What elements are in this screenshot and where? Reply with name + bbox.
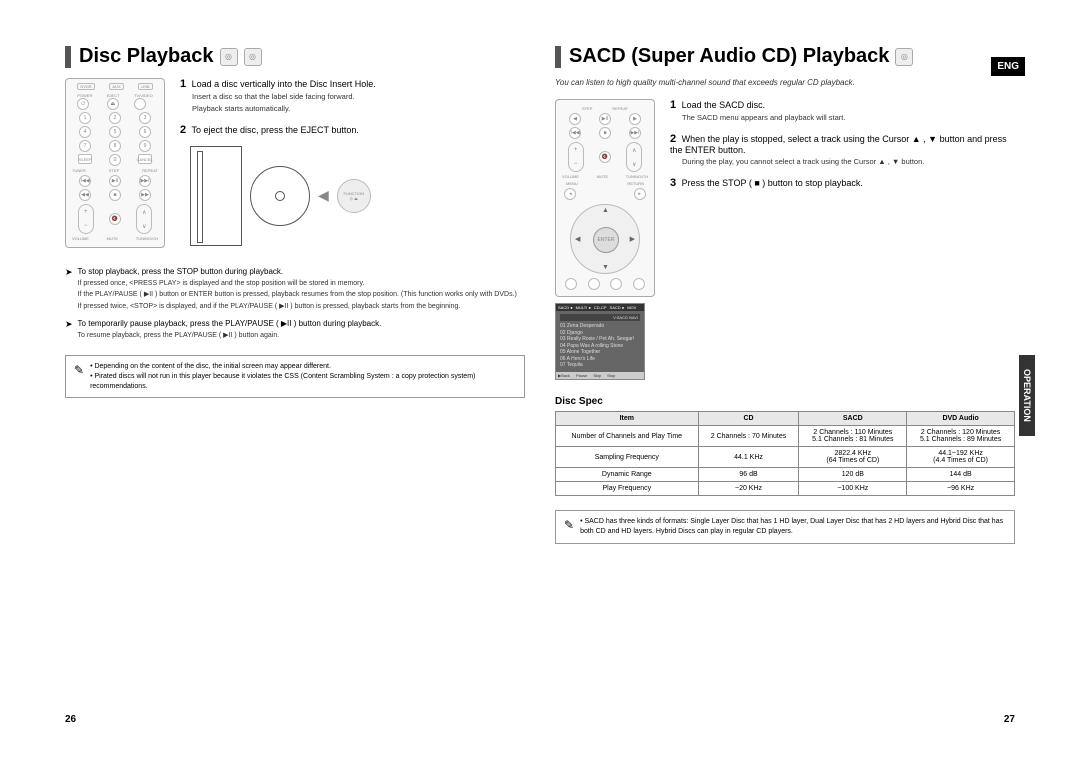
table-row: Dynamic Range96 dB120 dB144 dB xyxy=(556,468,1015,482)
spec-col-header: DVD Audio xyxy=(907,412,1015,426)
spec-col-header: Item xyxy=(556,412,699,426)
remote-label: DVDR xyxy=(77,83,94,90)
mute-button-icon: 🔇 xyxy=(599,151,611,163)
step-text: Load the SACD disc. xyxy=(682,100,766,110)
title-row-right: SACD (Super Audio CD) Playback ◎ xyxy=(555,45,1015,68)
step-sub: During the play, you cannot select a tra… xyxy=(682,157,1015,167)
mute-button-icon: 🔇 xyxy=(109,213,121,225)
step-sub: Playback starts automatically. xyxy=(192,104,525,114)
spec-cell: 96 dB xyxy=(698,468,799,482)
spec-col-header: SACD xyxy=(799,412,907,426)
step-number: 1 xyxy=(670,99,676,111)
step-number: 1 xyxy=(180,78,186,90)
bullet-arrow-icon: ➤ xyxy=(65,318,73,341)
step-text: When the play is stopped, select a track… xyxy=(670,134,1007,155)
title-accent-bar xyxy=(65,46,71,68)
step-sub: The SACD menu appears and playback will … xyxy=(682,113,1015,123)
remote-diagram-right: STEPREPEAT ◀▶II▶ I◀◀■▶▶I +− 🔇 ∧∨ VOLUME … xyxy=(555,99,655,380)
nav-pad-icon: ▲ ▼ ◀ ▶ ENTER xyxy=(570,204,640,274)
eject-button-icon: ⏏ xyxy=(107,98,119,110)
function-button-icon: FUNCTION ◎ ⏏ xyxy=(337,179,371,213)
content-left: DVDR AUX USB POWER ⏻ EJECT ⏏ TV/VIDEO xyxy=(65,78,525,254)
bullet-arrow-icon: ➤ xyxy=(65,266,73,313)
title-accent-bar xyxy=(555,46,561,68)
tvvideo-button-icon xyxy=(134,98,146,110)
tip-text: Depending on the content of the disc, th… xyxy=(94,363,330,370)
table-row: Number of Channels and Play Time2 Channe… xyxy=(556,426,1015,447)
note-icon: ✎ xyxy=(564,517,574,537)
step-number: 2 xyxy=(180,124,186,136)
table-row: Sampling Frequency44.1 KHz2822.4 KHz(64 … xyxy=(556,447,1015,468)
arrow-left-icon: ◀ xyxy=(318,187,329,204)
page-number: 26 xyxy=(65,714,76,725)
note-icon: ✎ xyxy=(74,362,84,391)
spec-cell: 2 Channels : 120 Minutes5.1 Channels : 8… xyxy=(907,426,1015,447)
step-text: Press the STOP ( ■ ) button to stop play… xyxy=(682,178,863,188)
page-title-right: SACD (Super Audio CD) Playback xyxy=(569,45,889,68)
power-button-icon: ⏻ xyxy=(77,98,89,110)
spec-cell: 120 dB xyxy=(799,468,907,482)
spec-cell: ~96 KHz xyxy=(907,482,1015,496)
remote-label: USB xyxy=(138,83,152,90)
remote-diagram-left: DVDR AUX USB POWER ⏻ EJECT ⏏ TV/VIDEO xyxy=(65,78,165,254)
table-row: Play Frequency~20 KHz~100 KHz~96 KHz xyxy=(556,482,1015,496)
tip-text: Pirated discs will not run in this playe… xyxy=(90,373,475,390)
section-tab: OPERATION xyxy=(1019,355,1035,436)
spec-cell: Number of Channels and Play Time xyxy=(556,426,699,447)
step-number: 2 xyxy=(670,133,676,145)
note-lead: To temporarily pause playback, press the… xyxy=(78,319,382,328)
page-number: 27 xyxy=(1004,714,1015,725)
step-text: To eject the disc, press the EJECT butto… xyxy=(191,125,358,135)
remote-label: AUX xyxy=(109,83,123,90)
tip-box-right: ✎ • SACD has three kinds of formats: Sin… xyxy=(555,510,1015,544)
spec-cell: Play Frequency xyxy=(556,482,699,496)
subtitle: You can listen to high quality multi-cha… xyxy=(555,78,1015,87)
notes-left: ➤ To stop playback, press the STOP butto… xyxy=(65,266,525,342)
page-right: ENG SACD (Super Audio CD) Playback ◎ You… xyxy=(555,45,1015,725)
note-sub: If pressed twice, <STOP> is displayed, a… xyxy=(78,302,525,312)
note-sub: If the PLAY/PAUSE ( ▶II ) button or ENTE… xyxy=(78,290,525,300)
disc-insert-diagram: ◀ FUNCTION ◎ ⏏ xyxy=(190,146,525,246)
content-right: STEPREPEAT ◀▶II▶ I◀◀■▶▶I +− 🔇 ∧∨ VOLUME … xyxy=(555,99,1015,380)
spec-cell: 2 Channels : 110 Minutes5.1 Channels : 8… xyxy=(799,426,907,447)
disc-type-icon: ◎ xyxy=(244,48,262,66)
spec-cell: 44.1 KHz xyxy=(698,447,799,468)
spec-cell: ~20 KHz xyxy=(698,482,799,496)
spec-cell: 2 Channels : 70 Minutes xyxy=(698,426,799,447)
step-text: Load a disc vertically into the Disc Ins… xyxy=(192,79,376,89)
tip-box-left: ✎ • Depending on the content of the disc… xyxy=(65,355,525,398)
step-number: 3 xyxy=(670,177,676,189)
page-title-left: Disc Playback xyxy=(79,45,214,68)
spec-cell: Sampling Frequency xyxy=(556,447,699,468)
spec-col-header: CD xyxy=(698,412,799,426)
disc-spec-table: Item CD SACD DVD Audio Number of Channel… xyxy=(555,411,1015,496)
spec-cell: 2822.4 KHz(64 Times of CD) xyxy=(799,447,907,468)
spec-cell: Dynamic Range xyxy=(556,468,699,482)
spec-cell: ~100 KHz xyxy=(799,482,907,496)
note-sub: To resume playback, press the PLAY/PAUSE… xyxy=(78,331,525,341)
note-lead: To stop playback, press the STOP button … xyxy=(78,267,284,276)
page-left: Disc Playback ◎ ◎ DVDR AUX USB POWER ⏻ E… xyxy=(65,45,525,725)
steps-left: 1 Load a disc vertically into the Disc I… xyxy=(180,78,525,254)
disc-type-icon: ◎ xyxy=(220,48,238,66)
tip-text: SACD has three kinds of formats: Single … xyxy=(580,518,1003,535)
disc-type-icon: ◎ xyxy=(895,48,913,66)
sacd-menu-screenshot: SACD ● MULTI ● CD-CP SACD ● MOV V:SACD N… xyxy=(555,303,645,380)
spec-cell: 44.1~192 KHz(4.4 Times of CD) xyxy=(907,447,1015,468)
title-row-left: Disc Playback ◎ ◎ xyxy=(65,45,525,68)
language-badge: ENG xyxy=(991,57,1025,76)
note-sub: If pressed once, <PRESS PLAY> is display… xyxy=(78,279,525,289)
enter-button-icon: ENTER xyxy=(593,227,619,253)
step-sub: Insert a disc so that the label side fac… xyxy=(192,92,525,102)
steps-right: 1 Load the SACD disc. The SACD menu appe… xyxy=(670,99,1015,380)
spec-cell: 144 dB xyxy=(907,468,1015,482)
spec-title: Disc Spec xyxy=(555,396,1015,407)
